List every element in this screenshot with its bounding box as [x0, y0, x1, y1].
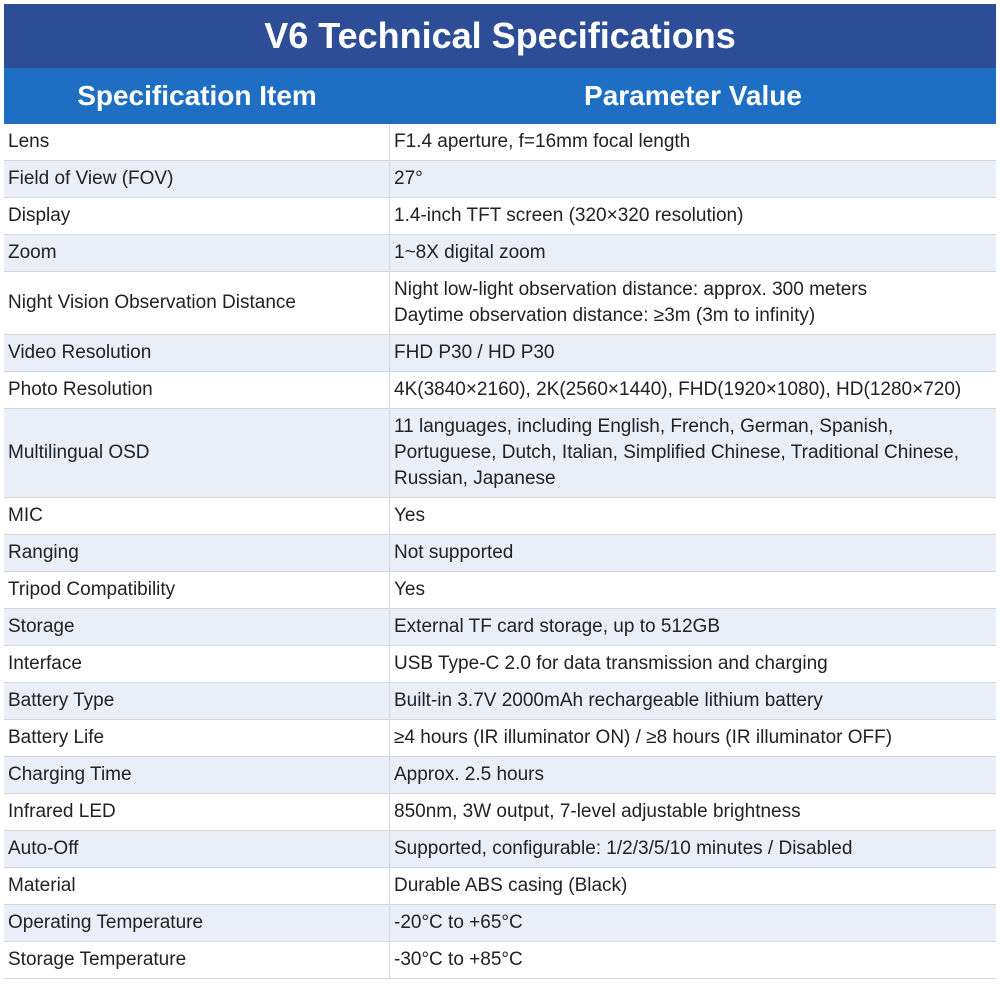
spec-item: Field of View (FOV)	[4, 161, 390, 197]
spec-value: ≥4 hours (IR illuminator ON) / ≥8 hours …	[390, 720, 996, 756]
spec-value: 850nm, 3W output, 7-level adjustable bri…	[390, 794, 996, 830]
table-row: Storage External TF card storage, up to 5…	[4, 609, 996, 646]
spec-value: Supported, configurable: 1/2/3/5/10 minu…	[390, 831, 996, 867]
spec-item: Storage	[4, 609, 390, 645]
value-line: -20°C to +65°C	[394, 912, 523, 933]
spec-value: F1.4 aperture, f=16mm focal length	[390, 124, 996, 160]
table-row: Battery Life ≥4 hours (IR illuminator ON)…	[4, 720, 996, 757]
spec-item: Charging Time	[4, 757, 390, 793]
spec-item: Night Vision Observation Distance	[4, 272, 390, 334]
spec-item: Interface	[4, 646, 390, 682]
spec-value: FHD P30 / HD P30	[390, 335, 996, 371]
spec-item: Photo Resolution	[4, 372, 390, 408]
spec-value: Yes	[390, 498, 996, 534]
value-line: Approx. 2.5 hours	[394, 764, 544, 785]
value-line: 1~8X digital zoom	[394, 242, 546, 263]
value-line: External TF card storage, up to 512GB	[394, 616, 720, 637]
table-body: Lens F1.4 aperture, f=16mm focal length Fi…	[4, 124, 996, 979]
spec-table: V6 Technical Specifications Specificatio…	[4, 4, 996, 979]
spec-item: Battery Type	[4, 683, 390, 719]
spec-value: 4K(3840×2160), 2K(2560×1440), FHD(1920×1…	[390, 372, 996, 408]
table-row: Tripod Compatibility Yes	[4, 572, 996, 609]
spec-value: Durable ABS casing (Black)	[390, 868, 996, 904]
value-line: 1.4-inch TFT screen (320×320 resolution)	[394, 205, 744, 226]
value-line: 850nm, 3W output, 7-level adjustable bri…	[394, 801, 801, 822]
table-row: Auto-Off Supported, configurable: 1/2/3/5…	[4, 831, 996, 868]
spec-value: -20°C to +65°C	[390, 905, 996, 941]
value-line: Built-in 3.7V 2000mAh rechargeable lithi…	[394, 690, 823, 711]
value-line: Yes	[394, 579, 425, 600]
spec-value: 11 languages, including English, French,…	[390, 409, 996, 497]
table-row: Multilingual OSD 11 languages, including …	[4, 409, 996, 498]
title: V6 Technical Specifications	[4, 4, 996, 68]
table-row: Video Resolution FHD P30 / HD P30	[4, 335, 996, 372]
spec-value: 27°	[390, 161, 996, 197]
spec-item: Material	[4, 868, 390, 904]
spec-value: Approx. 2.5 hours	[390, 757, 996, 793]
spec-value: Yes	[390, 572, 996, 608]
value-line: USB Type-C 2.0 for data transmission and…	[394, 653, 828, 674]
spec-item: Infrared LED	[4, 794, 390, 830]
spec-item: Tripod Compatibility	[4, 572, 390, 608]
table-row: Night Vision Observation Distance Night l…	[4, 272, 996, 335]
spec-item: MIC	[4, 498, 390, 534]
spec-item: Display	[4, 198, 390, 234]
table-row: Infrared LED 850nm, 3W output, 7-level ad…	[4, 794, 996, 831]
spec-value: Built-in 3.7V 2000mAh rechargeable lithi…	[390, 683, 996, 719]
spec-value: Not supported	[390, 535, 996, 571]
value-line: Not supported	[394, 542, 514, 563]
table-row: Ranging Not supported	[4, 535, 996, 572]
spec-item: Storage Temperature	[4, 942, 390, 978]
spec-value: 1.4-inch TFT screen (320×320 resolution)	[390, 198, 996, 234]
spec-item: Lens	[4, 124, 390, 160]
column-header: Parameter Value	[584, 80, 802, 111]
table-row: Material Durable ABS casing (Black)	[4, 868, 996, 905]
value-line: 11 languages, including English, French,…	[394, 416, 960, 489]
spec-item: Video Resolution	[4, 335, 390, 371]
spec-item: Ranging	[4, 535, 390, 571]
value-line: ≥4 hours (IR illuminator ON) / ≥8 hours …	[394, 727, 893, 748]
spec-value: Night low-light observation distance: ap…	[390, 272, 996, 334]
spec-item: Operating Temperature	[4, 905, 390, 941]
table-row: Interface USB Type-C 2.0 for data transmi…	[4, 646, 996, 683]
table-row: Charging Time Approx. 2.5 hours	[4, 757, 996, 794]
spec-item: Battery Life	[4, 720, 390, 756]
table-row: Storage Temperature -30°C to +85°C	[4, 942, 996, 979]
header-row: Specification Item Parameter Value	[4, 68, 996, 124]
table-row: MIC Yes	[4, 498, 996, 535]
value-line: Night low-light observation distance: ap…	[394, 279, 868, 300]
value-line: Daytime observation distance: ≥3m (3m to…	[394, 305, 816, 326]
table-row: Zoom 1~8X digital zoom	[4, 235, 996, 272]
spec-item: Multilingual OSD	[4, 409, 390, 497]
table-row: Battery Type Built-in 3.7V 2000mAh rechar…	[4, 683, 996, 720]
column-header: Specification Item	[77, 80, 317, 111]
value-line: Yes	[394, 505, 425, 526]
table-row: Field of View (FOV) 27°	[4, 161, 996, 198]
value-line: FHD P30 / HD P30	[394, 342, 555, 363]
spec-value: -30°C to +85°C	[390, 942, 996, 978]
spec-item: Zoom	[4, 235, 390, 271]
spec-value: External TF card storage, up to 512GB	[390, 609, 996, 645]
value-line: Supported, configurable: 1/2/3/5/10 minu…	[394, 838, 853, 859]
spec-item: Auto-Off	[4, 831, 390, 867]
value-line: 4K(3840×2160), 2K(2560×1440), FHD(1920×1…	[394, 379, 962, 400]
table-row: Operating Temperature -20°C to +65°C	[4, 905, 996, 942]
table-row: Photo Resolution 4K(3840×2160), 2K(2560×1…	[4, 372, 996, 409]
value-line: -30°C to +85°C	[394, 949, 523, 970]
value-line: Durable ABS casing (Black)	[394, 875, 628, 896]
value-line: F1.4 aperture, f=16mm focal length	[394, 131, 691, 152]
spec-value: USB Type-C 2.0 for data transmission and…	[390, 646, 996, 682]
value-line: 27°	[394, 168, 423, 189]
table-row: Lens F1.4 aperture, f=16mm focal length	[4, 124, 996, 161]
table-row: Display 1.4-inch TFT screen (320×320 reso…	[4, 198, 996, 235]
spec-value: 1~8X digital zoom	[390, 235, 996, 271]
